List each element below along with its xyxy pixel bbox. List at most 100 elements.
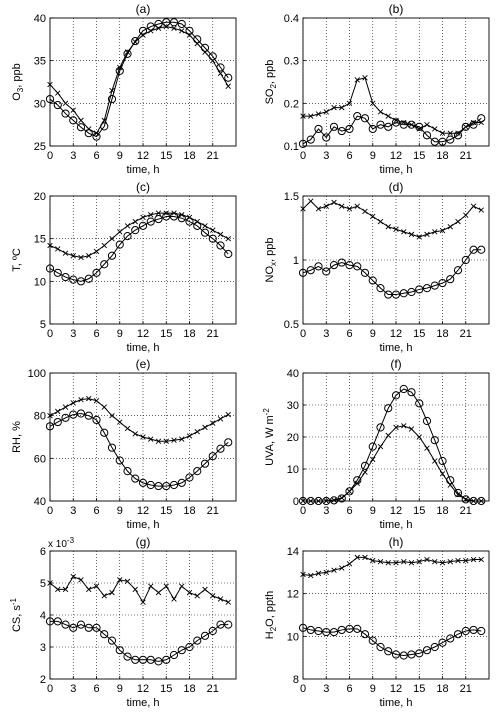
chart-3-xtick-label-3: 9 xyxy=(370,328,376,340)
chart-4-xtick-label-5: 15 xyxy=(160,505,172,517)
chart-6-scale-note-exp: -3 xyxy=(67,536,75,545)
chart-3-series-0-point-20 xyxy=(455,218,461,225)
chart-2-series-1-point-0 xyxy=(45,264,55,273)
chart-6-series-0-point-16 xyxy=(171,596,177,602)
chart-4-series-1-point-15 xyxy=(162,481,171,491)
chart-7-series-0-point-18 xyxy=(439,560,446,566)
chart-0-series-0-point-15 xyxy=(163,23,169,30)
chart-1-ylabel-main: SO xyxy=(264,88,276,104)
chart-3-series-1-point-2 xyxy=(314,262,323,271)
chart-4-ylabel-main: RH, % xyxy=(11,421,23,453)
chart-5-series-1-point-0 xyxy=(298,496,308,506)
chart-4-series-1-point-1 xyxy=(53,417,62,427)
chart-0-series-1-point-17 xyxy=(177,19,186,29)
chart-6-series-1-point-20 xyxy=(200,631,210,640)
chart-2-series-1-point-2 xyxy=(61,272,70,282)
chart-2-xtick-label-7: 21 xyxy=(207,328,219,340)
chart-2-series-1-point-1 xyxy=(53,268,62,277)
chart-4-ytick-label-1: 60 xyxy=(34,453,46,465)
chart-6-series-0-point-21 xyxy=(210,593,216,599)
chart-4-xlabel: time, h xyxy=(126,519,159,531)
chart-3-series-1-point-4 xyxy=(329,261,339,270)
chart-6-series-0-point-8 xyxy=(109,589,115,596)
chart-6-ytick-label-3: 5 xyxy=(40,578,46,590)
chart-2-series-1-line xyxy=(49,215,229,282)
chart-7-series-0-point-21 xyxy=(463,557,469,564)
chart-7-ylabel-post: O, ppth xyxy=(264,591,276,627)
chart-2-series-0-point-3 xyxy=(70,253,76,259)
chart-7-series-0-point-2 xyxy=(315,570,322,577)
chart-4-series-0-point-9 xyxy=(117,419,123,425)
chart-4-ytick-label-2: 80 xyxy=(34,411,46,423)
chart-1-series-1-point-3 xyxy=(322,133,331,142)
chart-5-series-1-point-23 xyxy=(477,496,486,506)
chart-0-series-1-point-16 xyxy=(169,18,179,27)
chart-3-xtick-label-5: 15 xyxy=(413,328,425,340)
chart-3-series-0-point-12 xyxy=(393,226,399,232)
chart-0-series-0-point-23 xyxy=(225,83,231,89)
chart-1-series-0-point-0 xyxy=(300,113,306,119)
chart-7-series-0-point-8 xyxy=(362,554,368,561)
chart-4-series-1-line xyxy=(49,413,229,487)
chart-4-series-1-point-0 xyxy=(45,422,55,431)
chart-5-series-1-point-19 xyxy=(446,476,455,485)
chart-0-xtick-label-3: 9 xyxy=(117,150,123,162)
chart-7-series-1-point-10 xyxy=(376,642,385,652)
chart-5-series-0-point-8 xyxy=(362,469,368,475)
chart-3-series-0-point-19 xyxy=(447,224,453,230)
chart-3-series-0-point-17 xyxy=(432,229,438,235)
chart-0-ylabel-main: O xyxy=(11,92,23,101)
chart-6-series-0-point-4 xyxy=(78,577,84,583)
chart-3-series-0-point-4 xyxy=(331,199,337,206)
chart-1-series-0-point-1 xyxy=(308,113,314,119)
chart-4-series-1-point-9 xyxy=(115,456,124,465)
chart-6-series-1-point-17 xyxy=(177,646,186,655)
chart-7-series-0-point-23 xyxy=(478,556,484,563)
chart-6-series-0-point-17 xyxy=(179,583,185,589)
chart-3-series-0-point-3 xyxy=(323,203,329,209)
chart-4-series-0-point-21 xyxy=(210,420,216,426)
chart-5-series-1-point-21 xyxy=(461,495,470,504)
chart-5-ylabel: UVA, W m-2 xyxy=(262,408,276,466)
chart-3-series-1-point-5 xyxy=(337,258,346,267)
chart-6-series-1-point-12 xyxy=(138,655,148,664)
chart-6-series-1-point-8 xyxy=(107,636,117,645)
chart-6-scale-note: x 10-3 xyxy=(48,536,75,550)
chart-3-series-0-point-10 xyxy=(377,218,384,225)
chart-4-xtick-label-7: 21 xyxy=(207,505,219,517)
chart-7-series-0-point-7 xyxy=(354,554,360,561)
chart-5-series-1-point-1 xyxy=(306,496,315,506)
chart-6-frame xyxy=(49,550,237,680)
chart-4-xtick-label-4: 12 xyxy=(137,505,149,517)
chart-1-series-1-point-5 xyxy=(337,126,346,136)
chart-3-xtick-label-0: 0 xyxy=(300,328,306,340)
chart-0-series-1-line xyxy=(49,21,229,138)
chart-3-series-0-point-16 xyxy=(424,231,430,238)
chart-7-xtick-label-7: 21 xyxy=(460,683,472,695)
chart-6-series-0-point-13 xyxy=(148,583,154,589)
chart-4-series-1-point-3 xyxy=(69,410,78,419)
chart-7-series-1-point-2 xyxy=(314,626,323,636)
chart-7: 0 3 6 9 12 15 18 21 8 10 12 14 (h) time, h H2O, ppth xyxy=(264,535,490,709)
chart-7-series-1-point-15 xyxy=(415,649,424,658)
chart-3-series-0-point-2 xyxy=(315,206,322,212)
chart-6-series-1-point-2 xyxy=(61,620,70,629)
chart-7-series-0-point-15 xyxy=(416,558,422,565)
chart-0-series-1-point-18 xyxy=(185,26,194,35)
chart-6-series-1-point-18 xyxy=(185,642,194,652)
chart-6-series-0-point-19 xyxy=(194,593,200,599)
chart-3-series-0-point-14 xyxy=(408,231,415,238)
chart-2-series-1-point-12 xyxy=(138,221,148,230)
chart-0-ylabel-sub: 3 xyxy=(16,87,25,92)
chart-6-series-1-point-16 xyxy=(169,650,179,660)
chart-7-series-0-point-13 xyxy=(401,558,407,565)
chart-3-ytick-label-1: 1 xyxy=(293,255,299,267)
chart-3-series-1-point-9 xyxy=(368,276,377,285)
chart-7-series-1-point-4 xyxy=(329,627,339,637)
chart-6-series-0-point-22 xyxy=(217,596,224,602)
chart-5-series-1-point-2 xyxy=(314,496,323,506)
chart-0-xlabel: time, h xyxy=(126,164,159,176)
chart-4-ylabel: RH, % xyxy=(11,421,23,453)
chart-6-series-1-point-5 xyxy=(84,623,93,632)
